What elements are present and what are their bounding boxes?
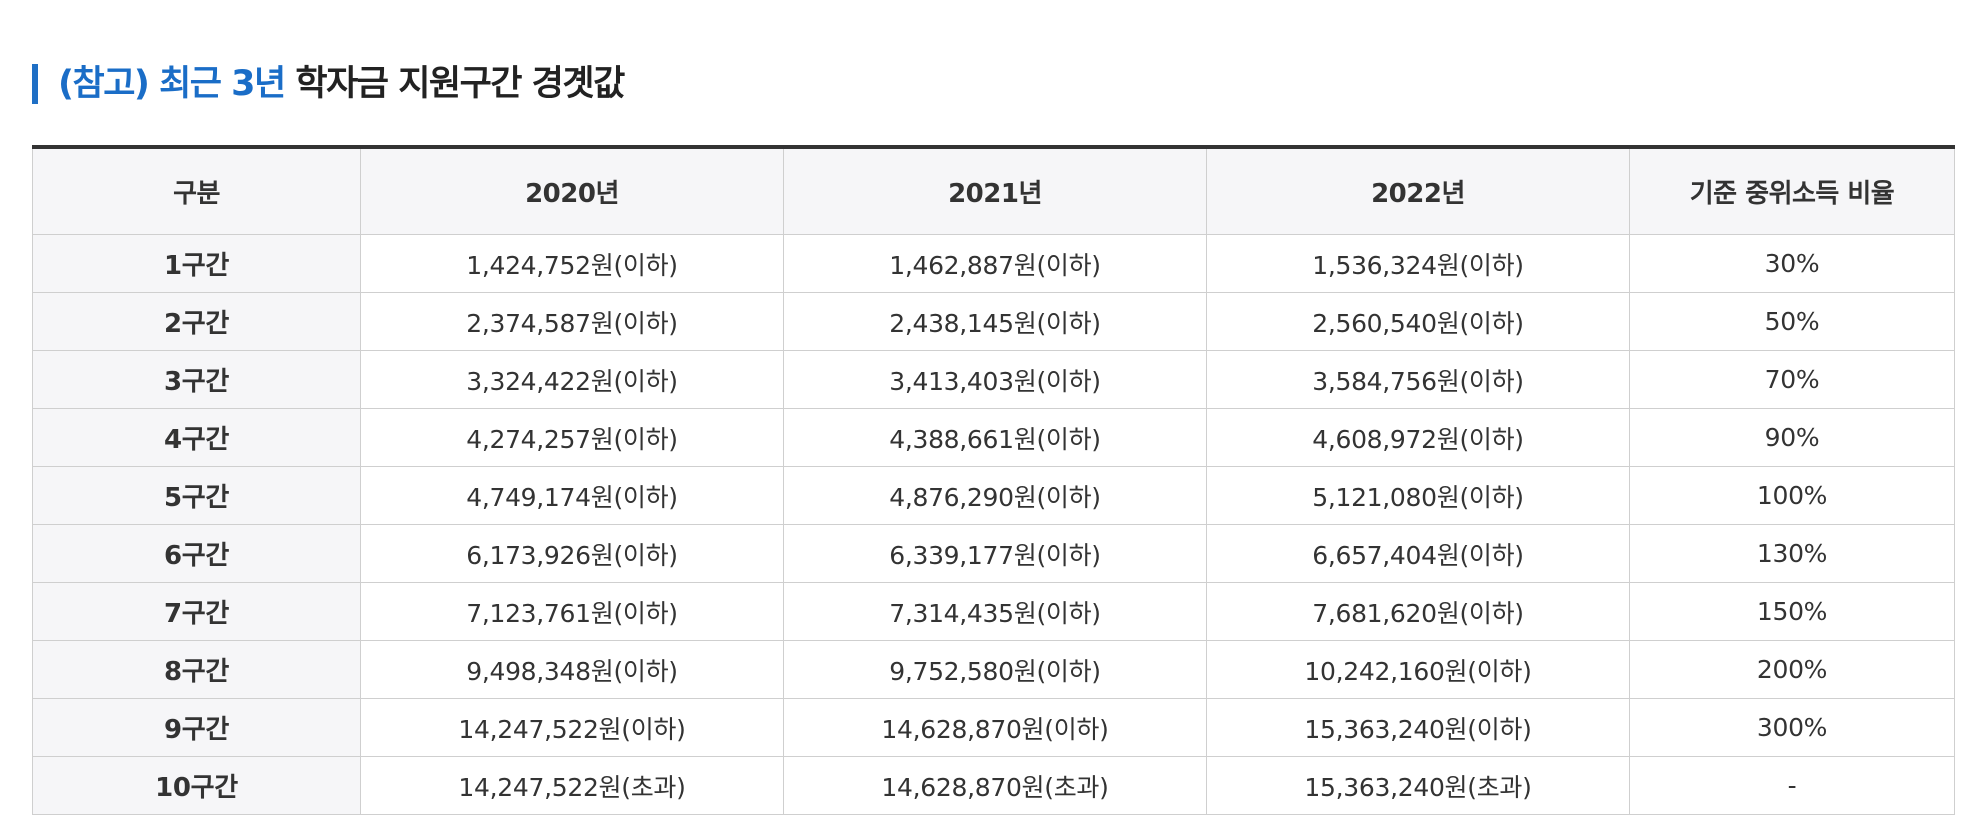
cell-2020: 14,247,522원(초과) — [360, 756, 784, 815]
table-row: 5구간 4,749,174원(이하) 4,876,290원(이하) 5,121,080… — [32, 466, 1955, 525]
row-label: 8구간 — [32, 640, 361, 699]
heading-text: (참고) 최근 3년 학자금 지원구간 경곗값 — [58, 62, 625, 106]
table-row: 8구간 9,498,348원(이하) 9,752,580원(이하) 10,242,16… — [32, 640, 1955, 699]
cell-2022: 5,121,080원(이하) — [1206, 466, 1630, 525]
table-row: 1구간 1,424,752원(이하) 1,462,887원(이하) 1,536,324… — [32, 234, 1955, 293]
table-body: 1구간 1,424,752원(이하) 1,462,887원(이하) 1,536,324… — [32, 234, 1955, 815]
table-header-row: 구분 2020년 2021년 2022년 기준 중위소득 비율 — [32, 146, 1955, 235]
cell-2022: 6,657,404원(이하) — [1206, 524, 1630, 583]
header-median-income-ratio: 기준 중위소득 비율 — [1629, 146, 1955, 235]
cell-2020: 4,749,174원(이하) — [360, 466, 784, 525]
cell-2020: 3,324,422원(이하) — [360, 350, 784, 409]
cell-2022: 10,242,160원(이하) — [1206, 640, 1630, 699]
cell-ratio: - — [1629, 756, 1955, 815]
table-row: 10구간 14,247,522원(초과) 14,628,870원(초과) 15,363… — [32, 756, 1955, 815]
cell-ratio: 30% — [1629, 234, 1955, 293]
support-bracket-table: 구분 2020년 2021년 2022년 기준 중위소득 비율 1구간 1,424… — [32, 145, 1955, 815]
cell-2021: 6,339,177원(이하) — [783, 524, 1207, 583]
cell-ratio: 70% — [1629, 350, 1955, 409]
table-container: 구분 2020년 2021년 2022년 기준 중위소득 비율 1구간 1,424… — [32, 145, 1955, 815]
cell-2020: 7,123,761원(이하) — [360, 582, 784, 641]
table-row: 2구간 2,374,587원(이하) 2,438,145원(이하) 2,560,540… — [32, 292, 1955, 351]
cell-2021: 4,876,290원(이하) — [783, 466, 1207, 525]
cell-2021: 14,628,870원(초과) — [783, 756, 1207, 815]
cell-2022: 4,608,972원(이하) — [1206, 408, 1630, 467]
cell-2020: 14,247,522원(이하) — [360, 698, 784, 757]
table-row: 9구간 14,247,522원(이하) 14,628,870원(이하) 15,363,… — [32, 698, 1955, 757]
heading-main: 학자금 지원구간 경곗값 — [295, 64, 625, 104]
cell-2022: 3,584,756원(이하) — [1206, 350, 1630, 409]
header-category: 구분 — [32, 146, 361, 235]
row-label: 1구간 — [32, 234, 361, 293]
cell-2022: 15,363,240원(초과) — [1206, 756, 1630, 815]
cell-2022: 7,681,620원(이하) — [1206, 582, 1630, 641]
row-label: 10구간 — [32, 756, 361, 815]
table-row: 3구간 3,324,422원(이하) 3,413,403원(이하) 3,584,756… — [32, 350, 1955, 409]
row-label: 4구간 — [32, 408, 361, 467]
cell-ratio: 100% — [1629, 466, 1955, 525]
section-heading: (참고) 최근 3년 학자금 지원구간 경곗값 — [32, 62, 625, 106]
cell-2020: 1,424,752원(이하) — [360, 234, 784, 293]
heading-bar — [32, 64, 38, 104]
row-label: 6구간 — [32, 524, 361, 583]
cell-2021: 1,462,887원(이하) — [783, 234, 1207, 293]
row-label: 7구간 — [32, 582, 361, 641]
cell-2020: 4,274,257원(이하) — [360, 408, 784, 467]
cell-2021: 2,438,145원(이하) — [783, 292, 1207, 351]
heading-accent: (참고) 최근 3년 — [58, 64, 286, 104]
cell-2022: 2,560,540원(이하) — [1206, 292, 1630, 351]
cell-2021: 14,628,870원(이하) — [783, 698, 1207, 757]
cell-2020: 6,173,926원(이하) — [360, 524, 784, 583]
cell-2022: 1,536,324원(이하) — [1206, 234, 1630, 293]
cell-ratio: 130% — [1629, 524, 1955, 583]
header-2021: 2021년 — [783, 146, 1207, 235]
table-row: 7구간 7,123,761원(이하) 7,314,435원(이하) 7,681,620… — [32, 582, 1955, 641]
cell-2021: 9,752,580원(이하) — [783, 640, 1207, 699]
cell-2021: 3,413,403원(이하) — [783, 350, 1207, 409]
header-2022: 2022년 — [1206, 146, 1630, 235]
cell-2021: 4,388,661원(이하) — [783, 408, 1207, 467]
table-row: 4구간 4,274,257원(이하) 4,388,661원(이하) 4,608,972… — [32, 408, 1955, 467]
cell-2020: 9,498,348원(이하) — [360, 640, 784, 699]
cell-2020: 2,374,587원(이하) — [360, 292, 784, 351]
table-row: 6구간 6,173,926원(이하) 6,339,177원(이하) 6,657,404… — [32, 524, 1955, 583]
cell-ratio: 90% — [1629, 408, 1955, 467]
cell-ratio: 150% — [1629, 582, 1955, 641]
cell-ratio: 300% — [1629, 698, 1955, 757]
header-2020: 2020년 — [360, 146, 784, 235]
row-label: 3구간 — [32, 350, 361, 409]
cell-ratio: 200% — [1629, 640, 1955, 699]
cell-2021: 7,314,435원(이하) — [783, 582, 1207, 641]
row-label: 2구간 — [32, 292, 361, 351]
cell-ratio: 50% — [1629, 292, 1955, 351]
row-label: 5구간 — [32, 466, 361, 525]
cell-2022: 15,363,240원(이하) — [1206, 698, 1630, 757]
row-label: 9구간 — [32, 698, 361, 757]
